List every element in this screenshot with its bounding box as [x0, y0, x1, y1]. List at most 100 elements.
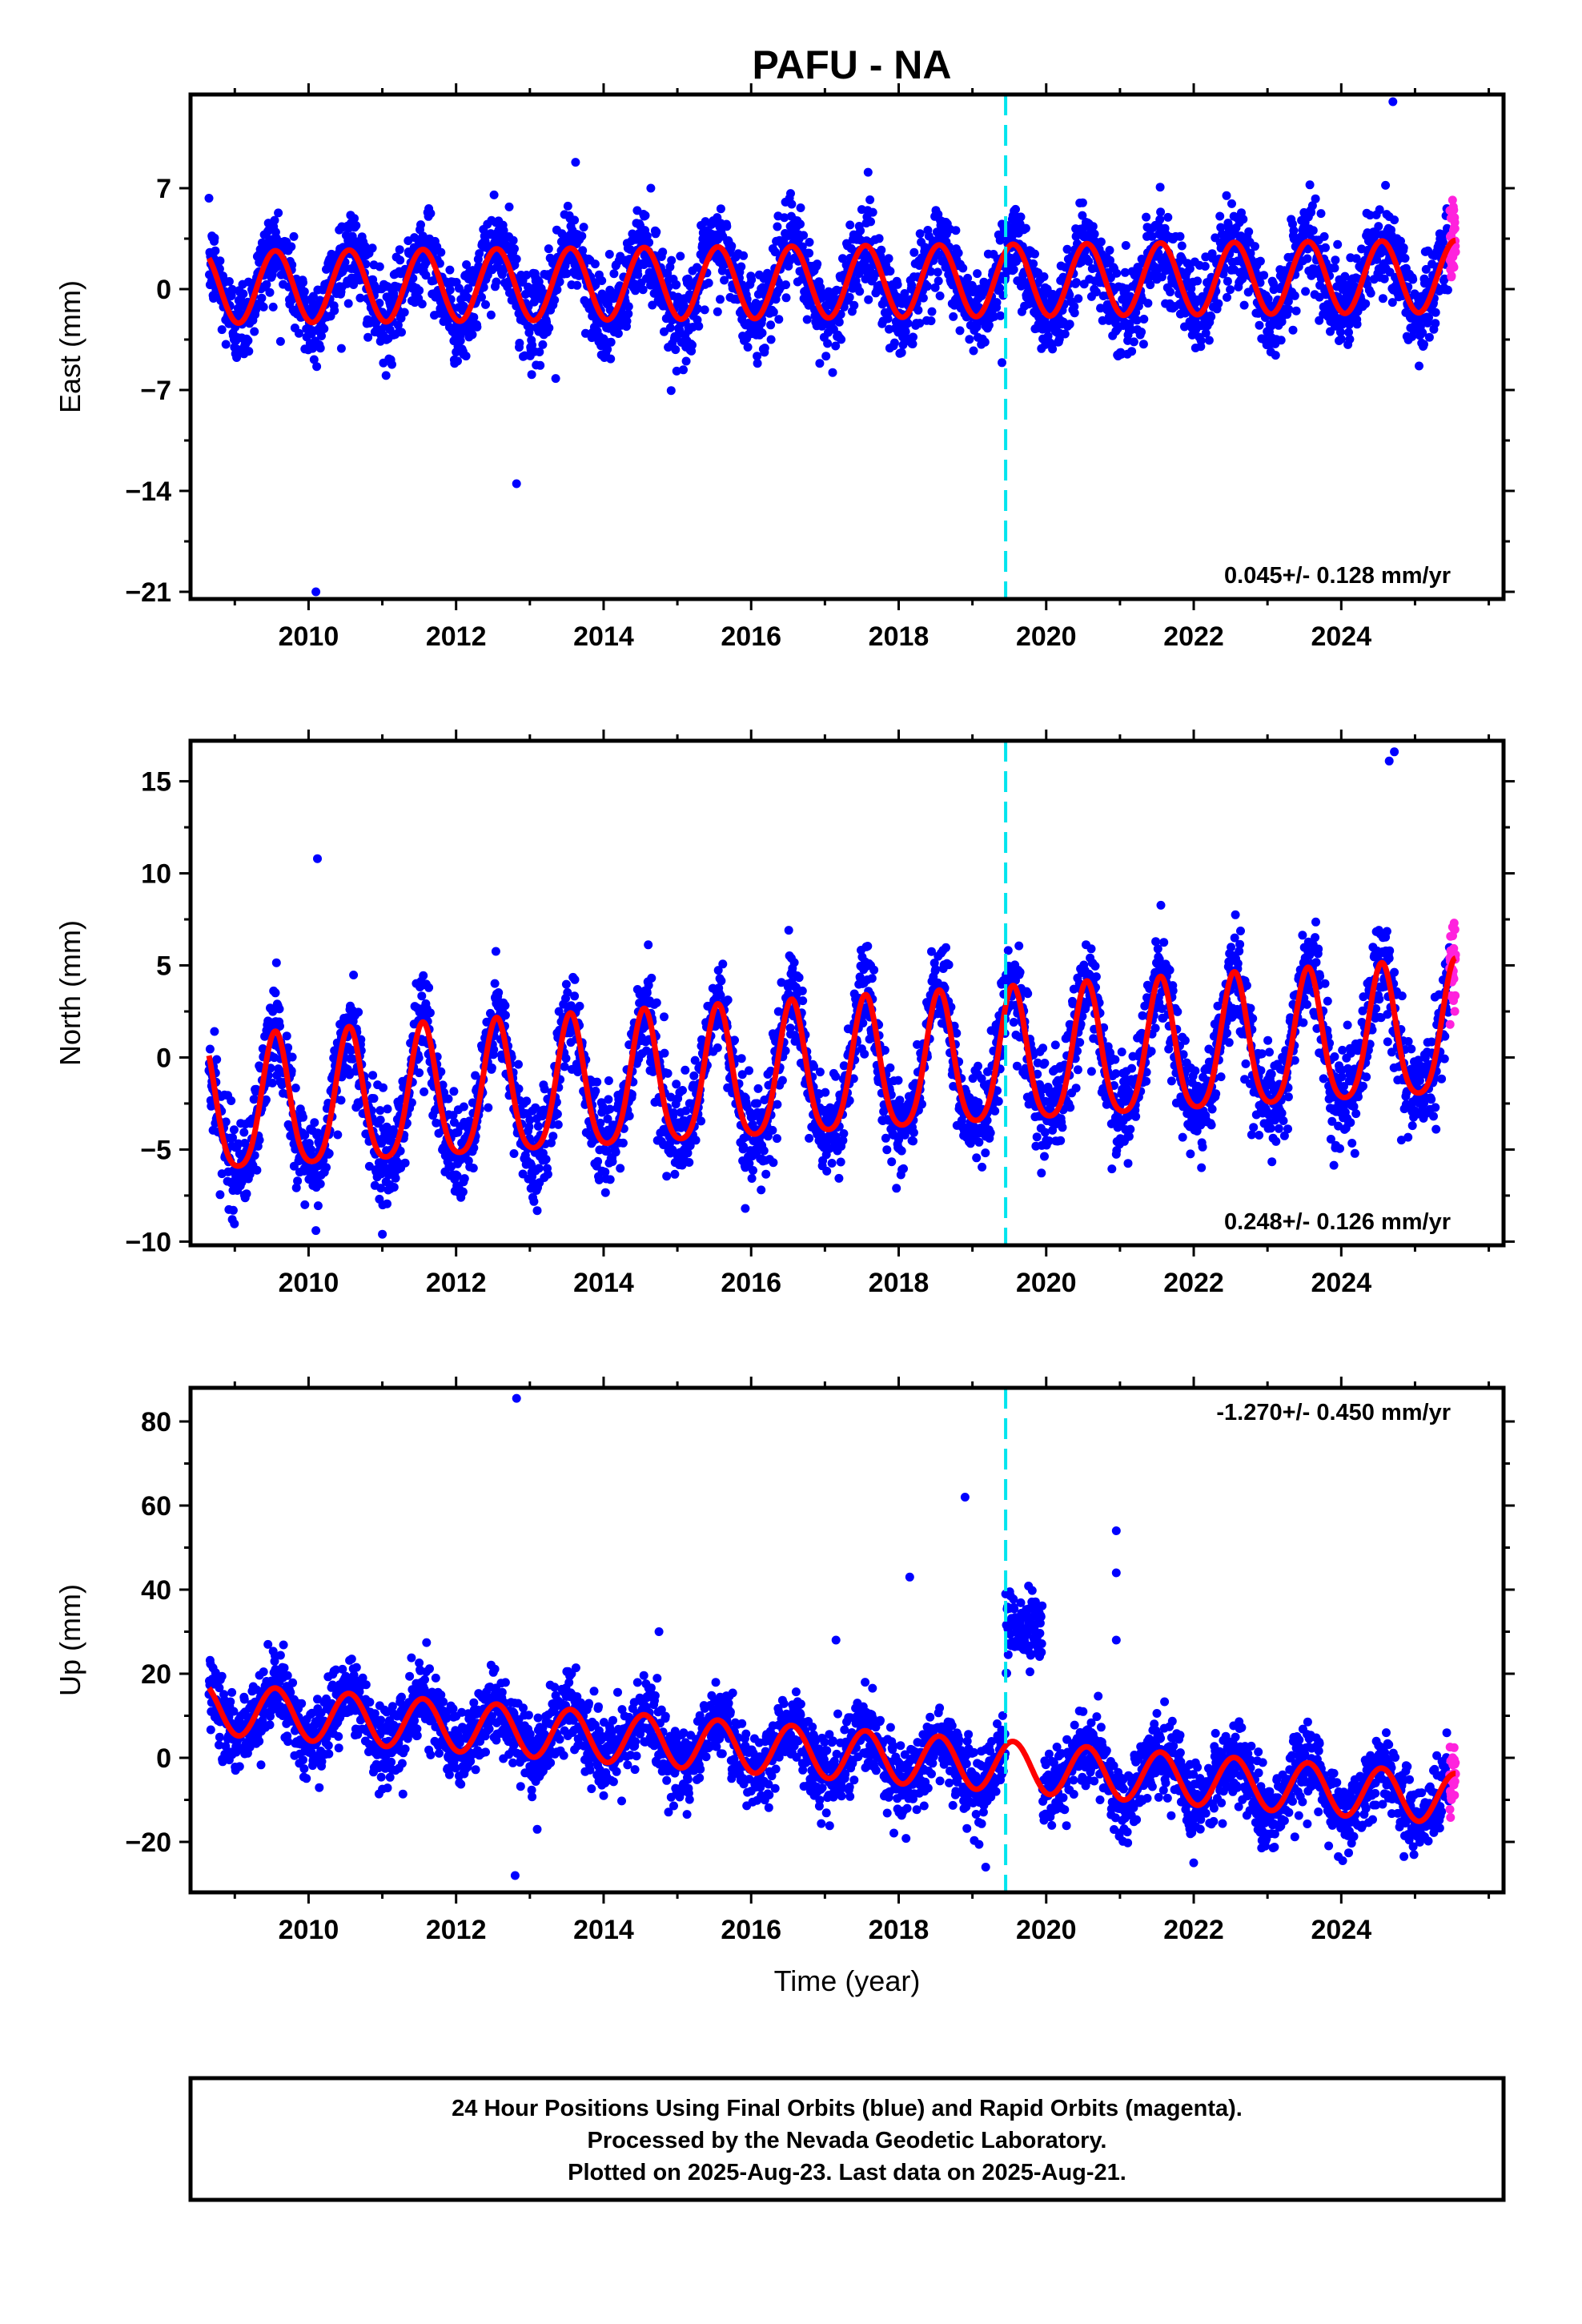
outlier-point [311, 587, 321, 597]
data-point [1048, 344, 1058, 354]
data-point [933, 267, 942, 277]
outlier-point [571, 158, 580, 167]
data-point [308, 292, 318, 301]
data-point [777, 1076, 787, 1085]
data-point [813, 259, 822, 269]
panel-east: 2010 2012 2014 2016 2018 2020 2022 2024−21−14−7… [54, 83, 1515, 652]
data-point [913, 305, 923, 315]
data-point [605, 1104, 615, 1114]
data-point [660, 1012, 669, 1022]
data-point [885, 267, 895, 276]
data-point [915, 229, 925, 239]
data-point [459, 301, 468, 311]
data-point [481, 300, 490, 309]
data-point [369, 1094, 379, 1104]
data-point [1204, 336, 1214, 345]
data-point [781, 280, 790, 290]
data-point [679, 365, 688, 375]
data-point [611, 1148, 620, 1157]
data-point [604, 1095, 613, 1104]
data-point [527, 370, 536, 380]
data-point [666, 386, 676, 396]
data-point [381, 371, 391, 380]
data-point [250, 327, 259, 336]
data-point [383, 1104, 392, 1114]
data-point [1255, 256, 1265, 266]
data-point [224, 277, 234, 286]
data-point [624, 309, 633, 319]
data-point [633, 270, 643, 279]
data-point [1121, 241, 1130, 250]
data-point [257, 293, 267, 303]
rapid-point [1451, 247, 1460, 257]
data-point [293, 1176, 303, 1186]
data-point [1090, 229, 1099, 239]
data-point [1143, 299, 1153, 308]
data-point [355, 293, 365, 303]
data-point [415, 286, 424, 296]
data-point [1301, 287, 1311, 296]
data-point [1138, 340, 1148, 349]
y-axis-label: East (mm) [54, 280, 86, 413]
data-point [548, 1132, 558, 1141]
data-point [552, 1109, 562, 1119]
data-point [660, 1048, 669, 1058]
data-point [484, 1103, 493, 1112]
data-point [572, 280, 582, 290]
data-point [289, 231, 299, 241]
data-point [934, 276, 943, 286]
data-point [773, 222, 782, 231]
data-point [262, 279, 271, 289]
data-point [802, 315, 812, 324]
data-point [1193, 276, 1203, 286]
data-point [221, 340, 231, 349]
data-point [579, 223, 588, 232]
data-point [1078, 198, 1087, 207]
data-point [239, 1128, 249, 1137]
data-point [375, 262, 384, 271]
data-point [1443, 285, 1452, 295]
data-point [676, 251, 685, 261]
data-point [275, 336, 285, 346]
outlier-point [512, 479, 521, 489]
data-point [1251, 242, 1259, 251]
data-point [672, 280, 681, 289]
data-point [230, 1219, 239, 1228]
data-point [400, 1158, 410, 1168]
data-point [796, 219, 805, 229]
data-point [815, 359, 825, 368]
data-point [1175, 231, 1185, 241]
data-point [606, 337, 616, 347]
data-point [349, 971, 359, 979]
data-point [538, 340, 548, 349]
data-point [532, 1206, 542, 1216]
data-point [242, 1189, 251, 1199]
data-point [922, 282, 932, 291]
data-point [468, 330, 477, 340]
data-point [1065, 320, 1074, 329]
data-point [856, 226, 865, 235]
data-point [351, 221, 361, 231]
data-point [563, 201, 572, 211]
data-point [805, 238, 814, 247]
data-point [509, 1149, 519, 1158]
data-point [865, 195, 875, 204]
data-point [271, 958, 281, 967]
data-point [638, 285, 648, 295]
data-point [716, 204, 725, 214]
data-point [444, 1094, 453, 1104]
data-point [333, 1130, 343, 1140]
data-point [367, 243, 377, 253]
data-point [561, 1054, 571, 1063]
data-point [1316, 209, 1326, 219]
data-point [722, 222, 732, 231]
data-point [662, 1172, 672, 1181]
data-point [510, 244, 519, 254]
rapid-point [1449, 263, 1459, 272]
data-point [479, 283, 488, 292]
data-point [570, 215, 580, 225]
data-point [1438, 237, 1447, 247]
data-point [739, 251, 749, 260]
data-point [555, 277, 564, 287]
data-point [499, 226, 508, 235]
